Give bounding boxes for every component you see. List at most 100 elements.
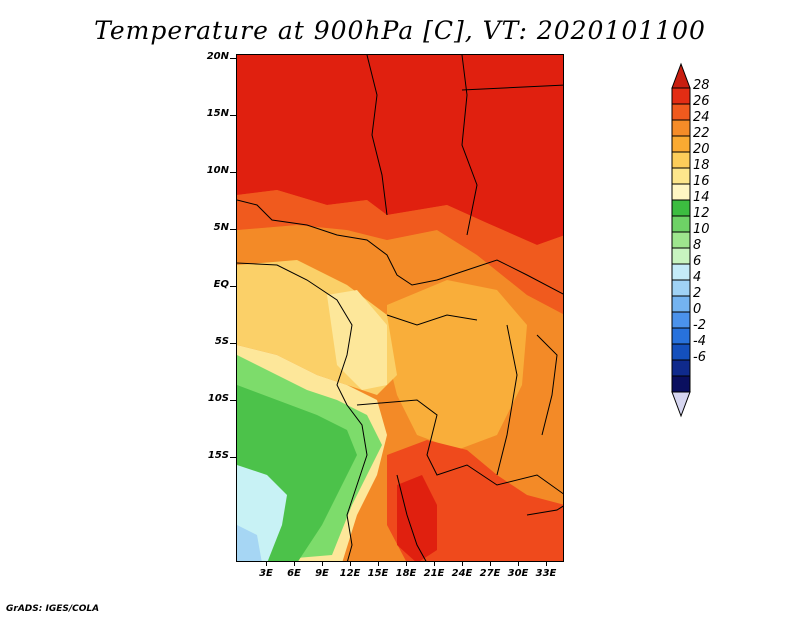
- colorbar-bin: [671, 103, 691, 121]
- lon-label: 18E: [395, 568, 417, 579]
- coastline: [237, 262, 368, 561]
- border-line-3: [461, 55, 478, 236]
- colorbar-label: 26: [693, 94, 710, 109]
- hot-zone-north: [237, 55, 563, 245]
- lon-tick: [434, 561, 435, 566]
- lon-tick: [266, 561, 267, 566]
- lon-tick: [518, 561, 519, 566]
- border-line-2: [366, 55, 388, 216]
- lat-tick: [230, 286, 236, 287]
- colorbar-bin: [671, 151, 691, 169]
- lat-tick: [230, 400, 236, 401]
- lat-label: EQ: [213, 279, 229, 290]
- lon-tick: [294, 561, 295, 566]
- colorbar-bin: [671, 119, 691, 137]
- lat-tick: [230, 229, 236, 230]
- lon-label: 33E: [535, 568, 557, 579]
- lon-tick: [490, 561, 491, 566]
- colorbar-label: 14: [693, 190, 710, 205]
- colorbar-label: -2: [693, 318, 706, 333]
- lon-tick: [322, 561, 323, 566]
- lat-label: 10S: [207, 393, 229, 404]
- borders: [237, 55, 563, 561]
- colorbar-label: 6: [693, 254, 702, 269]
- lon-label: 27E: [479, 568, 501, 579]
- lat-tick: [230, 457, 236, 458]
- colorbar-bin: [671, 263, 691, 281]
- colorbar-label: -6: [693, 350, 706, 365]
- mild-zone-central: [387, 280, 527, 450]
- colorbar-bin: [671, 183, 691, 201]
- temperature-map: [236, 54, 564, 562]
- colorbar: [671, 62, 691, 418]
- colorbar-bin: [671, 279, 691, 297]
- border-line-7: [396, 474, 427, 561]
- credit-text: GrADS: IGES/COLA: [6, 604, 100, 614]
- very-hot-south: [397, 475, 437, 561]
- colorbar-bin: [671, 247, 691, 265]
- colorbar-label: 18: [693, 158, 710, 173]
- chart-title: Temperature at 900hPa [C], VT: 202010110…: [94, 16, 706, 45]
- border-line-4: [461, 84, 563, 91]
- lon-label: 24E: [451, 568, 473, 579]
- lat-label: 10N: [206, 165, 229, 176]
- lon-label: 12E: [339, 568, 361, 579]
- lon-label: 15E: [367, 568, 389, 579]
- colorbar-bin: [671, 135, 691, 153]
- lon-tick: [406, 561, 407, 566]
- colorbar-bin: [671, 199, 691, 217]
- border-line-6: [356, 399, 563, 495]
- lat-tick: [230, 115, 236, 116]
- colorbar-bin: [671, 167, 691, 185]
- border-line-5: [386, 314, 478, 326]
- lat-tick: [230, 343, 236, 344]
- lon-tick: [378, 561, 379, 566]
- lon-tick: [350, 561, 351, 566]
- warm-band-1: [237, 190, 563, 314]
- colorbar-label: 28: [693, 78, 710, 93]
- colorbar-label: 4: [693, 270, 702, 285]
- colorbar-label: 2: [693, 286, 702, 301]
- colorbar-label: -4: [693, 334, 706, 349]
- lat-label: 20N: [206, 51, 229, 62]
- lat-tick: [230, 172, 236, 173]
- colorbar-label: 12: [693, 206, 710, 221]
- colorbar-label: 10: [693, 222, 710, 237]
- colorbar-label: 20: [693, 142, 710, 157]
- lat-label: 15S: [207, 450, 229, 461]
- colorbar-bin: [671, 359, 691, 377]
- border-line-9: [536, 334, 558, 436]
- colorbar-bin: [671, 311, 691, 329]
- colorbar-bin: [671, 231, 691, 249]
- cool-zone-gabon: [327, 290, 387, 390]
- colorbar-bin: [671, 375, 691, 393]
- colorbar-bottom-arrow: [671, 391, 691, 418]
- map-svg: [237, 55, 563, 561]
- lat-tick: [230, 58, 236, 59]
- colorbar-label: 8: [693, 238, 702, 253]
- lon-label: 3E: [259, 568, 273, 579]
- lon-tick: [546, 561, 547, 566]
- lat-label: 15N: [206, 108, 229, 119]
- colorbar-bin: [671, 215, 691, 233]
- colorbar-label: 22: [693, 126, 710, 141]
- lon-label: 9E: [315, 568, 329, 579]
- colorbar-bin: [671, 87, 691, 105]
- border-line-10: [526, 505, 563, 516]
- colorbar-bin: [671, 343, 691, 361]
- colorbar-label: 0: [693, 302, 702, 317]
- border-line-1: [237, 199, 563, 295]
- lon-tick: [462, 561, 463, 566]
- lat-label: 5S: [214, 336, 229, 347]
- colorbar-bin: [671, 295, 691, 313]
- colorbar-top-arrow: [671, 62, 691, 89]
- lon-label: 21E: [423, 568, 445, 579]
- lon-label: 30E: [507, 568, 529, 579]
- border-line-8: [496, 324, 518, 476]
- colorbar-label: 16: [693, 174, 710, 189]
- lat-label: 5N: [213, 222, 229, 233]
- colorbar-label: 24: [693, 110, 710, 125]
- light-blue-ocean: [237, 525, 262, 561]
- colorbar-bin: [671, 327, 691, 345]
- lon-label: 6E: [287, 568, 301, 579]
